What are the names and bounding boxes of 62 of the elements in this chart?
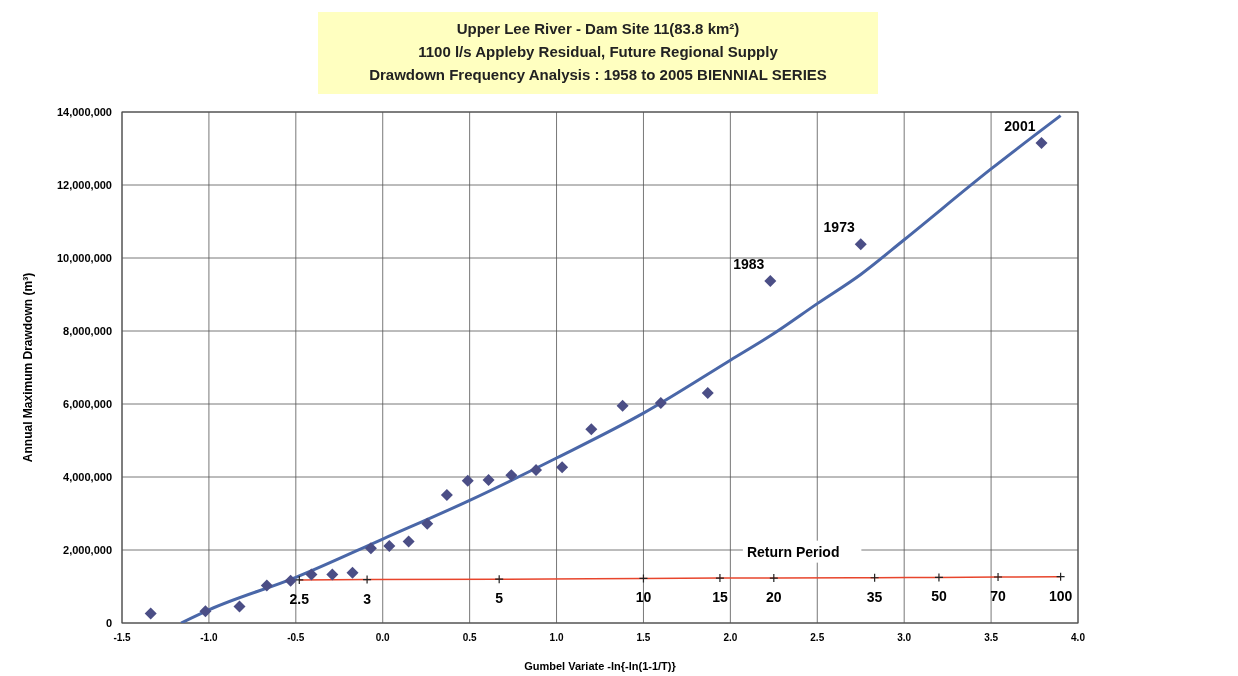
annotation: 5: [495, 590, 504, 607]
x-tick-label: 1.5: [636, 632, 651, 643]
point: [585, 423, 598, 436]
point: [461, 474, 474, 487]
annotation: Return Period: [746, 543, 840, 560]
point: [440, 488, 453, 501]
annotation: 100: [1048, 587, 1073, 604]
annotation: 3: [363, 590, 372, 607]
y-tick-label: 10,000,000: [56, 252, 112, 264]
y-tick-label: 4,000,000: [63, 471, 112, 483]
point: [383, 539, 396, 552]
point: [402, 535, 415, 548]
annotation: 2.5: [289, 590, 310, 607]
annotation: 70: [990, 588, 1007, 605]
annotation: 1983: [733, 255, 765, 272]
point: [530, 464, 543, 477]
annotation: 20: [766, 589, 782, 606]
point: [233, 600, 246, 613]
point: [616, 399, 629, 412]
y-axis-title: Annual Maximum Drawdown (m³): [21, 272, 35, 463]
x-tick-label: 3.0: [897, 632, 912, 643]
point: [199, 605, 212, 618]
y-tick-label: 14,000,000: [56, 106, 112, 118]
point: [505, 469, 518, 482]
annotation: 50: [931, 588, 947, 605]
x-tick-label: -0.5: [287, 632, 305, 643]
point: [764, 275, 777, 287]
x-tick-label: -1.5: [113, 632, 132, 643]
point: [701, 387, 714, 400]
y-tick-label: 8,000,000: [63, 325, 112, 337]
x-axis-title: Gumbel Variate -ln{-ln(1-1/T)}: [524, 660, 677, 672]
x-tick-label: 4.0: [1071, 632, 1086, 643]
x-tick-label: 0.0: [375, 632, 391, 643]
point: [346, 566, 359, 579]
x-tick-label: 0.5: [462, 632, 478, 643]
y-tick-label: 6,000,000: [63, 398, 112, 410]
point: [305, 568, 318, 581]
annotation: 2001: [1004, 118, 1036, 135]
annotation: 35: [866, 588, 883, 605]
point: [654, 396, 667, 409]
y-tick-label: 2,000,000: [63, 544, 112, 556]
y-tick-label: 0: [105, 617, 112, 629]
annotation: 1973: [823, 219, 855, 236]
point: [284, 574, 297, 587]
chart-title: Upper Lee River - Dam Site 11(83.8 km²) 1100 l/s Appleby Residual, Future Regional Supply Drawdown Frequency Analysis : 1958 to 2005 BIENNIAL SERIES: [369, 20, 827, 83]
x-tick-label: 1.0: [549, 632, 564, 643]
point: [854, 238, 867, 251]
point: [1035, 137, 1048, 150]
x-tick-label: 2.0: [723, 632, 738, 643]
point: [326, 568, 339, 581]
x-tick-label: 3.5: [984, 632, 999, 643]
point: [144, 607, 157, 620]
annotation: 10: [635, 589, 652, 606]
point: [364, 542, 377, 555]
point: [260, 579, 273, 592]
y-tick-label: 12,000,000: [56, 179, 112, 191]
annotation: 15: [712, 589, 728, 606]
point: [421, 517, 434, 530]
x-tick-label: 2.5: [810, 632, 825, 643]
x-tick-label: -1.0: [200, 632, 218, 643]
point: [556, 461, 569, 474]
point: [482, 473, 495, 486]
